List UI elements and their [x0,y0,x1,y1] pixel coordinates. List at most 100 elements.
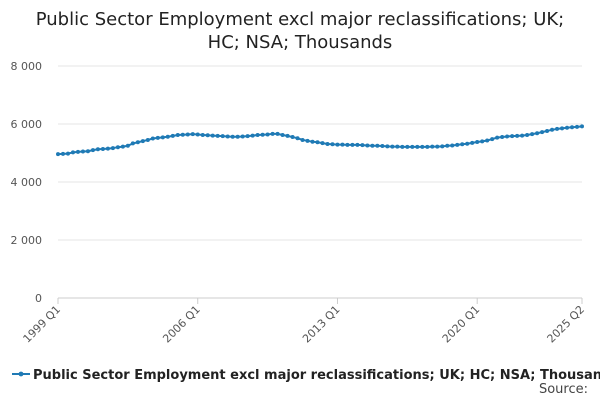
data-point[interactable] [460,142,465,147]
data-point[interactable] [260,132,265,137]
data-point[interactable] [490,137,495,142]
data-point[interactable] [310,139,315,144]
data-point[interactable] [305,138,310,143]
data-point[interactable] [365,143,370,148]
data-point[interactable] [115,145,120,150]
data-point[interactable] [500,135,505,140]
data-point[interactable] [545,128,550,133]
data-point[interactable] [290,135,295,140]
data-point[interactable] [85,149,90,154]
data-point[interactable] [245,134,250,139]
data-point[interactable] [300,137,305,142]
data-point[interactable] [380,144,385,149]
data-point[interactable] [395,144,400,149]
data-point[interactable] [135,140,140,145]
data-point[interactable] [430,144,435,149]
data-point[interactable] [200,133,205,138]
data-point[interactable] [450,143,455,148]
data-point[interactable] [565,125,570,130]
data-point[interactable] [485,138,490,143]
data-point[interactable] [580,124,584,129]
data-point[interactable] [435,144,440,149]
data-point[interactable] [385,144,390,149]
data-point[interactable] [240,134,245,139]
data-point[interactable] [340,142,345,147]
data-point[interactable] [515,133,520,138]
data-point[interactable] [440,144,445,149]
data-point[interactable] [140,139,145,144]
data-point[interactable] [405,144,410,149]
data-point[interactable] [180,132,185,137]
data-point[interactable] [65,151,70,156]
data-point[interactable] [420,144,425,149]
data-point[interactable] [80,149,85,154]
data-point[interactable] [480,139,485,144]
data-point[interactable] [105,146,110,151]
data-point[interactable] [375,143,380,148]
data-point[interactable] [320,141,325,146]
data-point[interactable] [255,133,260,138]
data-point[interactable] [410,144,415,149]
data-point[interactable] [470,140,475,145]
data-point[interactable] [400,144,405,149]
data-point[interactable] [185,132,190,137]
data-point[interactable] [145,137,150,142]
data-point[interactable] [165,134,170,139]
data-point[interactable] [495,135,500,140]
data-point[interactable] [215,133,220,138]
data-point[interactable] [520,133,525,138]
data-point[interactable] [70,150,75,155]
data-point[interactable] [150,136,155,141]
data-point[interactable] [360,143,365,148]
data-point[interactable] [390,144,395,149]
data-point[interactable] [130,141,135,146]
legend[interactable]: Public Sector Employment excl major recl… [12,368,600,383]
data-point[interactable] [510,134,515,139]
data-point[interactable] [270,131,275,136]
data-point[interactable] [110,146,115,151]
data-point[interactable] [550,127,555,132]
data-point[interactable] [60,151,65,156]
data-point[interactable] [560,126,565,131]
data-point[interactable] [575,124,580,129]
data-point[interactable] [475,139,480,144]
data-point[interactable] [125,143,130,148]
data-point[interactable] [225,134,230,139]
data-point[interactable] [350,142,355,147]
data-point[interactable] [425,144,430,149]
data-point[interactable] [210,133,215,138]
data-point[interactable] [530,132,535,137]
data-point[interactable] [295,136,300,141]
data-point[interactable] [235,134,240,139]
data-point[interactable] [280,133,285,138]
data-point[interactable] [75,149,80,154]
data-point[interactable] [190,132,195,137]
data-point[interactable] [335,142,340,147]
data-point[interactable] [555,126,560,131]
data-point[interactable] [95,147,100,152]
data-point[interactable] [205,133,210,138]
data-point[interactable] [175,133,180,138]
data-point[interactable] [330,142,335,147]
data-point[interactable] [415,144,420,149]
data-point[interactable] [455,142,460,147]
data-point[interactable] [90,148,95,153]
data-point[interactable] [275,131,280,136]
data-point[interactable] [540,130,545,135]
data-point[interactable] [265,132,270,137]
data-point[interactable] [525,133,530,138]
data-point[interactable] [345,142,350,147]
data-point[interactable] [100,146,105,151]
data-point[interactable] [220,134,225,139]
data-point[interactable] [120,144,125,149]
data-point[interactable] [285,133,290,138]
data-point[interactable] [445,143,450,148]
data-point[interactable] [160,135,165,140]
data-point[interactable] [370,143,375,148]
data-point[interactable] [315,140,320,145]
data-point[interactable] [465,141,470,146]
data-point[interactable] [250,133,255,138]
data-point[interactable] [325,142,330,147]
data-point[interactable] [355,142,360,147]
data-point[interactable] [230,134,235,139]
